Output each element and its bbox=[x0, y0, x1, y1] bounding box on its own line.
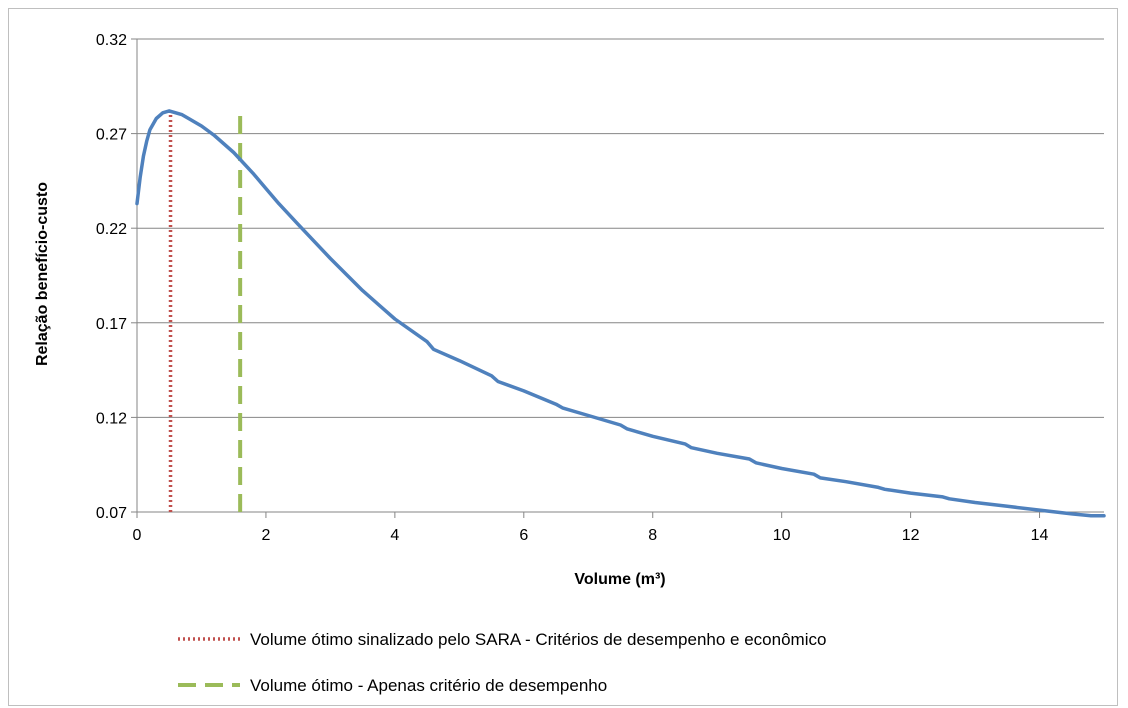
x-tick-label: 0 bbox=[133, 527, 142, 544]
x-tick-label: 10 bbox=[773, 527, 791, 544]
x-tick-labels: 0 2 4 6 8 10 12 14 bbox=[133, 527, 1049, 544]
legend-label: Volume ótimo sinalizado pelo SARA - Crit… bbox=[250, 630, 826, 649]
legend-label: Volume ótimo - Apenas critério de desemp… bbox=[250, 676, 607, 695]
y-axis-title: Relação benefício-custo bbox=[34, 182, 51, 366]
y-tick-label: 0.22 bbox=[96, 221, 127, 238]
x-tick-label: 4 bbox=[390, 527, 399, 544]
y-tick-label: 0.17 bbox=[96, 316, 127, 333]
grid-lines bbox=[131, 38, 1104, 518]
y-tick-label: 0.32 bbox=[96, 32, 127, 49]
x-axis-title: Volume (m³) bbox=[574, 571, 665, 588]
x-tick-label: 2 bbox=[261, 527, 270, 544]
y-tick-label: 0.07 bbox=[96, 505, 127, 522]
series-line-benefit-cost bbox=[135, 109, 1106, 518]
x-tick-label: 8 bbox=[648, 527, 657, 544]
y-tick-label: 0.12 bbox=[96, 410, 127, 427]
x-tick-label: 6 bbox=[519, 527, 528, 544]
x-tick-label: 12 bbox=[902, 527, 920, 544]
x-tick-label: 14 bbox=[1031, 527, 1049, 544]
legend: Volume ótimo sinalizado pelo SARA - Crit… bbox=[178, 630, 826, 695]
y-tick-label: 0.27 bbox=[96, 127, 127, 144]
plot-area bbox=[135, 109, 1106, 518]
chart-frame bbox=[8, 8, 1118, 706]
y-tick-labels: 0.07 0.12 0.17 0.22 0.27 0.32 bbox=[96, 32, 127, 522]
